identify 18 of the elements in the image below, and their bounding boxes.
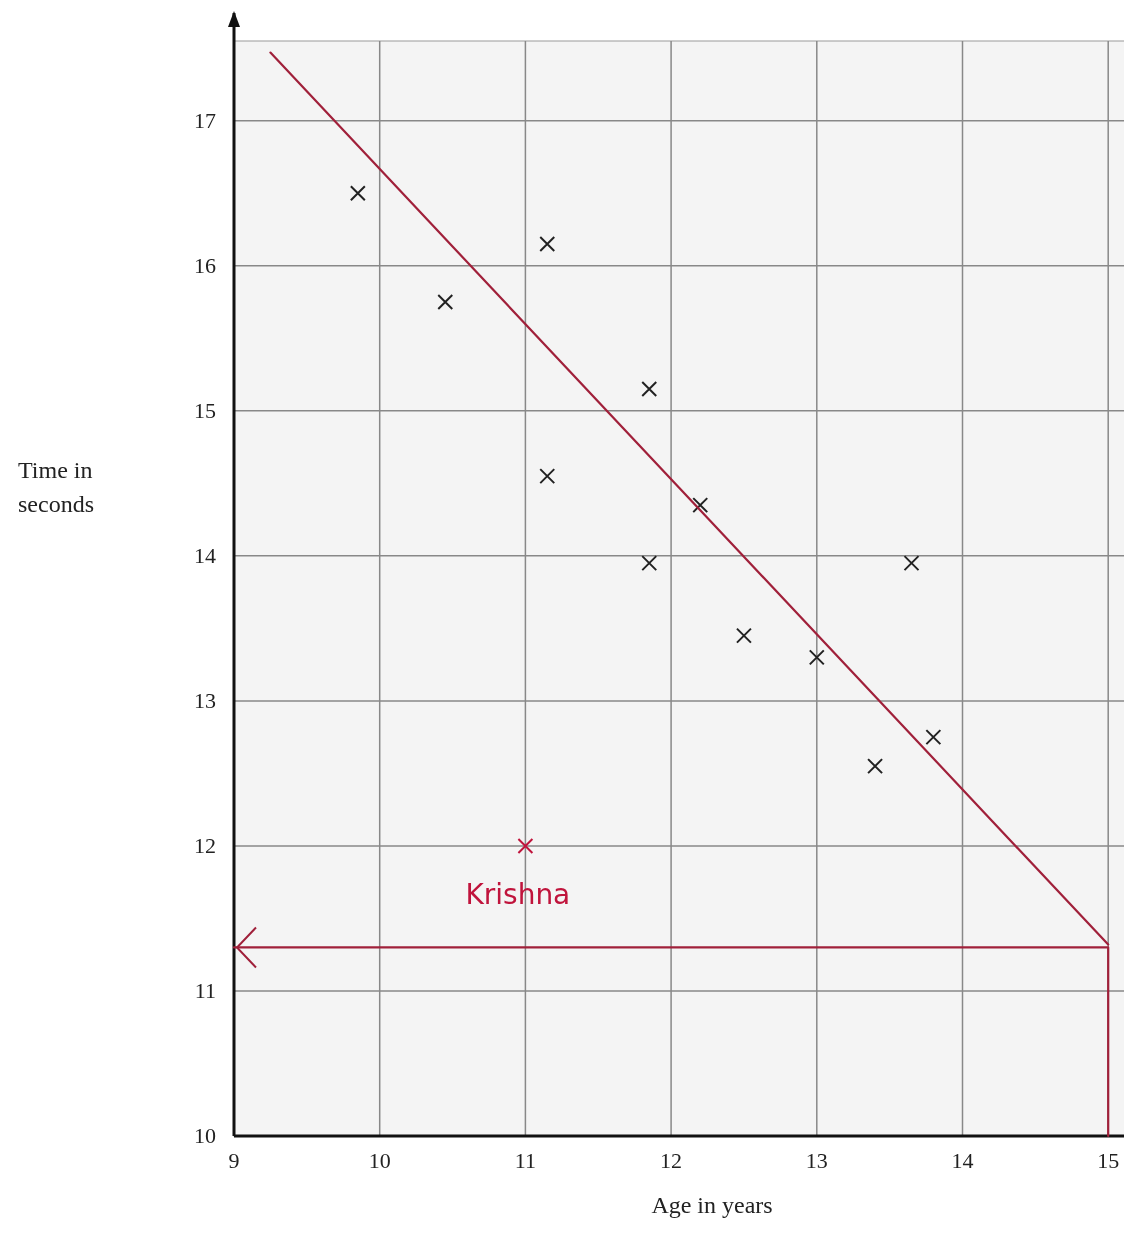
x-tick-label: 11 (514, 1148, 536, 1173)
x-tick-label: 14 (951, 1148, 974, 1173)
y-tick-label: 17 (194, 107, 216, 133)
series-label: Krishna (465, 877, 571, 911)
y-tick-label: 12 (194, 832, 216, 858)
x-tick-label: 15 (1097, 1148, 1120, 1173)
x-tick-label: 9 (228, 1148, 240, 1173)
y-axis-title: Time in seconds (18, 457, 94, 517)
y-tick-label: 14 (194, 542, 216, 568)
x-tick-label: 10 (368, 1148, 391, 1173)
x-tick-label: 12 (660, 1148, 683, 1173)
y-tick-label: 11 (194, 977, 216, 1003)
y-tick-label: 16 (194, 252, 216, 278)
x-axis-title: Age in years (651, 1192, 773, 1218)
y-tick-label: 15 (194, 397, 216, 423)
x-tick-label: 13 (805, 1148, 828, 1173)
y-tick-label: 13 (194, 687, 216, 713)
y-tick-label: 10 (194, 1123, 216, 1148)
